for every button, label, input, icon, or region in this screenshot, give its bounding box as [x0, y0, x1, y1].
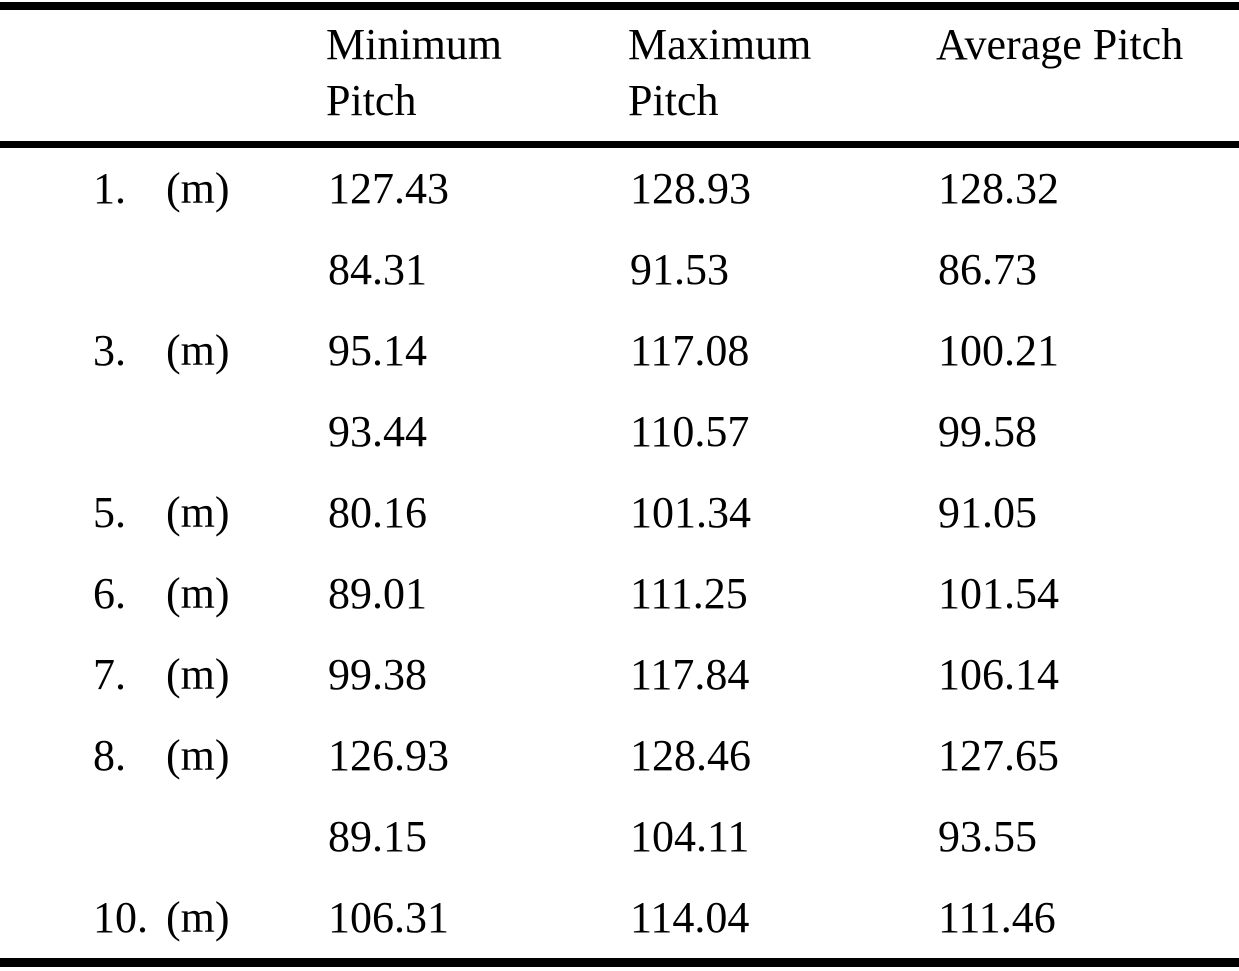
- row-number: 3.: [93, 326, 126, 375]
- row-number: 10.: [93, 893, 148, 942]
- cell-maximum-pitch: 128.46: [630, 731, 751, 780]
- table-row: 5. (m) 80.16 101.34 91.05: [0, 472, 1239, 553]
- table-row: 7. (m) 99.38 117.84 106.14: [0, 634, 1239, 715]
- cell-maximum-pitch: 110.57: [630, 407, 750, 456]
- cell-minimum-pitch: 106.31: [328, 893, 449, 942]
- row-unit: (m): [166, 893, 230, 942]
- table-row: 1. (m) 127.43 128.93 128.32: [0, 148, 1239, 229]
- cell-maximum-pitch: 114.04: [630, 893, 750, 942]
- cell-average-pitch: 128.32: [938, 164, 1059, 213]
- row-number: 6.: [93, 569, 126, 618]
- row-unit: (m): [166, 731, 230, 780]
- table-body: 1. (m) 127.43 128.93 128.32 84.31 91.53 …: [0, 148, 1239, 958]
- cell-average-pitch: 106.14: [938, 650, 1059, 699]
- cell-average-pitch: 86.73: [938, 245, 1037, 294]
- cell-minimum-pitch: 126.93: [328, 731, 449, 780]
- row-number: 1.: [93, 164, 126, 213]
- row-unit: (m): [166, 488, 230, 537]
- row-unit: (m): [166, 326, 230, 375]
- row-unit: (m): [166, 569, 230, 618]
- table-row: 8. (m) 126.93 128.46 127.65: [0, 715, 1239, 796]
- cell-minimum-pitch: 89.01: [328, 569, 427, 618]
- cell-maximum-pitch: 104.11: [630, 812, 750, 861]
- cell-minimum-pitch: 89.15: [328, 812, 427, 861]
- cell-maximum-pitch: 111.25: [630, 569, 748, 618]
- table-top-rule: [0, 2, 1239, 10]
- cell-average-pitch: 93.55: [938, 812, 1037, 861]
- cell-maximum-pitch: 91.53: [630, 245, 729, 294]
- cell-average-pitch: 127.65: [938, 731, 1059, 780]
- table-row: 10. (m) 106.31 114.04 111.46: [0, 877, 1239, 958]
- column-header-maximum-pitch: Maximum Pitch: [628, 20, 812, 125]
- table-header-rule: [0, 141, 1239, 148]
- row-unit: (m): [166, 650, 230, 699]
- table-row: 84.31 91.53 86.73: [0, 229, 1239, 310]
- table-bottom-rule: [0, 958, 1239, 967]
- cell-minimum-pitch: 84.31: [328, 245, 427, 294]
- column-header-average-pitch: Average Pitch: [936, 20, 1184, 69]
- cell-average-pitch: 99.58: [938, 407, 1037, 456]
- cell-maximum-pitch: 101.34: [630, 488, 751, 537]
- cell-minimum-pitch: 93.44: [328, 407, 427, 456]
- cell-maximum-pitch: 128.93: [630, 164, 751, 213]
- row-number: 5.: [93, 488, 126, 537]
- table-row: 3. (m) 95.14 117.08 100.21: [0, 310, 1239, 391]
- cell-maximum-pitch: 117.84: [630, 650, 750, 699]
- cell-minimum-pitch: 80.16: [328, 488, 427, 537]
- cell-average-pitch: 101.54: [938, 569, 1059, 618]
- column-header-minimum-pitch: Minimum Pitch: [326, 20, 503, 125]
- cell-average-pitch: 91.05: [938, 488, 1037, 537]
- cell-maximum-pitch: 117.08: [630, 326, 750, 375]
- row-unit: (m): [166, 164, 230, 213]
- cell-average-pitch: 111.46: [938, 893, 1056, 942]
- table-row: 89.15 104.11 93.55: [0, 796, 1239, 877]
- row-number: 7.: [93, 650, 126, 699]
- row-number: 8.: [93, 731, 126, 780]
- cell-minimum-pitch: 99.38: [328, 650, 427, 699]
- table-row: 93.44 110.57 99.58: [0, 391, 1239, 472]
- cell-minimum-pitch: 95.14: [328, 326, 427, 375]
- table-header-row: Minimum Pitch Maximum Pitch Average Pitc…: [0, 0, 1239, 141]
- cell-average-pitch: 100.21: [938, 326, 1059, 375]
- cell-minimum-pitch: 127.43: [328, 164, 449, 213]
- table-row: 6. (m) 89.01 111.25 101.54: [0, 553, 1239, 634]
